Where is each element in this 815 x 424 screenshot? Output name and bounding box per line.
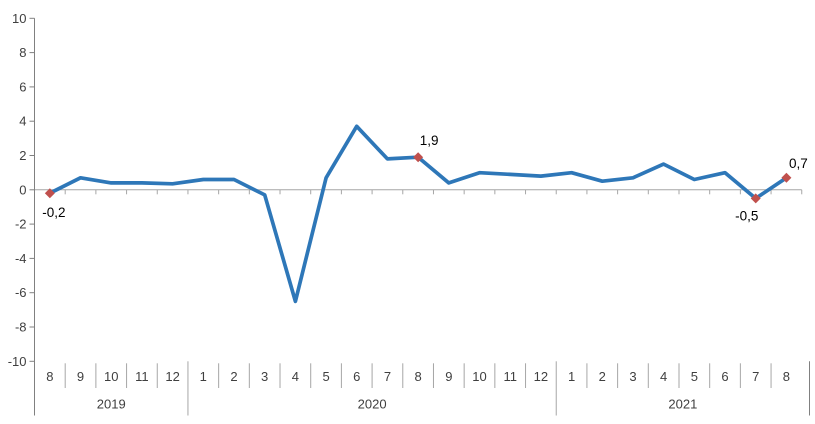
month-label: 11 xyxy=(135,369,149,384)
y-tick-label: 8 xyxy=(19,45,26,60)
month-label: 6 xyxy=(353,369,360,384)
month-label: 1 xyxy=(568,369,575,384)
data-point-marker xyxy=(750,193,761,204)
month-label: 10 xyxy=(472,369,486,384)
y-tick-label: 2 xyxy=(19,148,26,163)
month-label: 8 xyxy=(415,369,422,384)
month-label: 11 xyxy=(503,369,517,384)
y-tick-label: 4 xyxy=(19,114,26,129)
month-label: 10 xyxy=(104,369,118,384)
year-label: 2019 xyxy=(97,397,126,412)
data-point-label: 1,9 xyxy=(420,133,439,148)
month-label: 3 xyxy=(629,369,636,384)
month-label: 4 xyxy=(292,369,299,384)
data-point-label: 0,7 xyxy=(789,156,808,171)
y-tick-label: -4 xyxy=(15,251,27,266)
month-label: 8 xyxy=(783,369,790,384)
data-point-marker xyxy=(781,172,792,183)
month-label: 2 xyxy=(599,369,606,384)
month-label: 2 xyxy=(230,369,237,384)
data-point-marker xyxy=(44,188,55,199)
y-tick-label: -10 xyxy=(8,354,27,369)
month-label: 7 xyxy=(752,369,759,384)
month-label: 7 xyxy=(384,369,391,384)
month-label: 4 xyxy=(660,369,667,384)
month-label: 8 xyxy=(46,369,53,384)
y-tick-label: 0 xyxy=(19,182,26,197)
year-label: 2021 xyxy=(668,397,697,412)
month-label: 9 xyxy=(445,369,452,384)
month-label: 5 xyxy=(691,369,698,384)
month-label: 6 xyxy=(721,369,728,384)
data-point-label: -0,2 xyxy=(42,205,65,220)
month-label: 12 xyxy=(165,369,179,384)
month-label: 3 xyxy=(261,369,268,384)
data-point-marker xyxy=(413,152,424,163)
y-tick-label: 10 xyxy=(12,11,26,26)
month-label: 1 xyxy=(200,369,207,384)
y-tick-label: 6 xyxy=(19,79,26,94)
year-label: 2020 xyxy=(358,397,387,412)
month-label: 12 xyxy=(534,369,548,384)
y-tick-label: -6 xyxy=(15,285,27,300)
data-point-label: -0,5 xyxy=(735,208,758,223)
y-tick-label: -2 xyxy=(15,217,27,232)
month-label: 9 xyxy=(77,369,84,384)
y-tick-label: -8 xyxy=(15,320,27,335)
month-label: 5 xyxy=(322,369,329,384)
